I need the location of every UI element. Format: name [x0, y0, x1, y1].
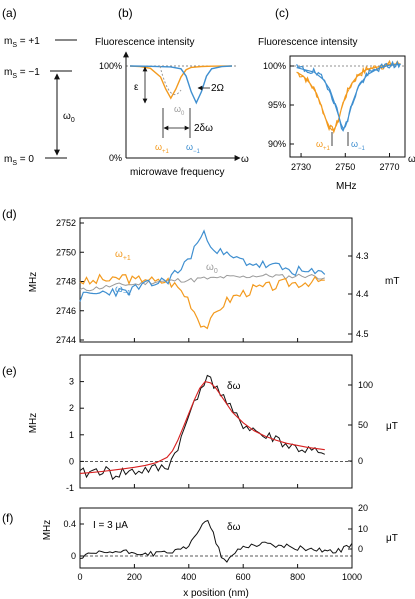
panel-c-omega-minus-label: ω−1 [351, 139, 366, 152]
panel-d-ytick-label: 2750 [56, 247, 76, 257]
panel-e: (e) 3 2 1 0 -1 100 50 0 MHz μT δω [2, 354, 398, 493]
panel-f-current-label: I = 3 μA [93, 520, 128, 531]
panel-d-omega0-label: ω0 [206, 262, 218, 275]
panel-f-ylabel-right: μT [386, 533, 398, 544]
panel-c: (c) Fluorescence intensity 2730 2750 2770 1… [258, 6, 415, 192]
panel-c-ytick-label: 100% [263, 61, 286, 71]
panel-b-omega-plus-curve [129, 65, 233, 100]
panel-d-ticks: 2752 2750 2748 2746 2744 4.3 4.4 4.5 [56, 218, 369, 345]
panel-e-ytick-label: 0 [69, 456, 74, 466]
panel-b-2deltaomega: 2δω [194, 123, 213, 134]
panel-b-omega0-dotted-curve [159, 65, 182, 95]
panel-c-title: Fluorescence intensity [258, 37, 358, 48]
panel-d-ylabel: MHz [28, 272, 39, 293]
panel-e-fit-line [79, 380, 325, 474]
panel-d-ytick-label: 2748 [56, 277, 76, 287]
panel-f-xtick-label: 0 [77, 572, 82, 582]
panel-d-ytick-label: 2746 [56, 306, 76, 316]
panel-d-right-tick-label: 4.5 [356, 329, 369, 339]
panel-b-ytick-0: 0% [109, 153, 122, 163]
panel-c-omega-plus-curve [296, 59, 401, 134]
panel-e-ytick-label: 2 [69, 403, 74, 413]
panel-b-title: Fluorescence intensity [95, 37, 195, 48]
panel-e-ticks: 3 2 1 0 -1 100 50 0 [66, 377, 373, 493]
panel-b-omega-minus-label: ω−1 [186, 142, 201, 155]
panel-d-frame [79, 217, 353, 343]
panel-b-xlabel: microwave frequency [130, 167, 224, 178]
panel-c-ticks: 2730 2750 2770 100% 95% 90% [263, 61, 400, 172]
panel-c-xtick-label: 2750 [335, 162, 355, 172]
panel-b-x-arrow-label: ω [241, 154, 249, 165]
panel-a: (a) mS = +1 mS = −1 mS = 0 ω0 [2, 6, 77, 167]
panel-f-xtick-label: 600 [236, 572, 251, 582]
panel-c-x-arrow-label: ω [408, 154, 415, 165]
panel-f-data-line [79, 519, 353, 563]
panel-b-ytick-100: 100% [99, 61, 122, 71]
level-ms-0-label: mS = 0 [4, 154, 34, 167]
panel-f-frame [79, 507, 353, 569]
panel-d-ytick-label: 2744 [56, 335, 76, 345]
panel-b-omega-minus-curve [129, 65, 233, 105]
panel-f-right-tick-label: 20 [358, 503, 368, 513]
panel-c-ytick-label: 90% [268, 139, 286, 149]
panel-c-xtick-label: 2730 [291, 162, 311, 172]
panel-f-ylabel: MHz [42, 520, 53, 541]
panel-c-label: (c) [275, 6, 289, 20]
panel-d-right-tick-label: 4.4 [356, 289, 369, 299]
panel-f-xlabel: x position (nm) [183, 588, 249, 599]
panel-b-omega0-label: ω0 [174, 104, 185, 117]
panel-b-label: (b) [118, 6, 133, 20]
panel-e-ytick-label: 1 [69, 430, 74, 440]
panel-d-label: (d) [2, 207, 17, 221]
panel-f-xtick-label: 400 [181, 572, 196, 582]
panel-d: (d) 2752 2750 2748 2746 2744 4.3 4.4 4.5 MHz mT… [2, 207, 399, 345]
level-ms-plus1-label: mS = +1 [4, 36, 40, 49]
panel-c-frame [289, 55, 406, 158]
panel-c-xtick-label: 2770 [380, 162, 400, 172]
panel-e-right-tick-label: 50 [358, 420, 368, 430]
panel-e-ytick-label: -1 [66, 483, 74, 493]
panel-e-series-label: δω [227, 381, 241, 392]
panel-d-omega-plus-label: ω+1 [115, 249, 131, 262]
panel-d-omega-minus-line [79, 229, 326, 302]
panel-c-omega-minus-curve [296, 60, 401, 132]
panel-b-epsilon: ε [134, 82, 139, 93]
panel-f-xtick-label: 200 [127, 572, 142, 582]
panel-c-xlabel: MHz [336, 181, 357, 192]
panel-f-label: (f) [2, 511, 13, 525]
panel-e-right-tick-label: 100 [358, 380, 373, 390]
panel-b-2omega: 2Ω [211, 83, 225, 94]
panel-b-omega-plus-label: ω+1 [155, 142, 170, 155]
panel-f-ytick-label: 0.4 [63, 519, 76, 529]
panel-d-omega-minus-label: ω−1 [115, 284, 131, 297]
panel-e-label: (e) [2, 364, 17, 378]
panel-d-omega-plus-line [79, 273, 325, 330]
panel-e-ylabel-right: μT [386, 421, 398, 432]
panel-e-ytick-label: 3 [69, 377, 74, 387]
panel-d-ylabel-right: mT [385, 276, 399, 287]
panel-f-ytick-label: 0 [71, 551, 76, 561]
panel-e-frame [79, 354, 353, 489]
panel-e-data-line [79, 374, 325, 481]
level-ms-minus1-label: mS = −1 [4, 67, 40, 80]
panel-f-right-tick-label: 0 [358, 544, 363, 554]
panel-c-omega-plus-label: ω+1 [316, 139, 331, 152]
panel-d-ytick-label: 2752 [56, 218, 76, 228]
panel-f-xtick-label: 1000 [342, 572, 362, 582]
panel-f-series-label: δω [227, 522, 241, 533]
panel-e-ylabel: MHz [28, 413, 39, 434]
panel-b: (b) Fluorescence intensity 100% 0% micro… [95, 6, 249, 178]
panel-c-ytick-label: 95% [268, 100, 286, 110]
panel-e-right-tick-label: 0 [358, 456, 363, 466]
panel-d-right-tick-label: 4.3 [356, 251, 369, 261]
panel-f-right-tick-label: 10 [358, 524, 368, 534]
panel-f-xtick-label: 800 [290, 572, 305, 582]
panel-d-omega0-line [79, 273, 325, 292]
omega0-label-a: ω0 [63, 111, 75, 124]
panel-a-label: (a) [2, 6, 17, 20]
